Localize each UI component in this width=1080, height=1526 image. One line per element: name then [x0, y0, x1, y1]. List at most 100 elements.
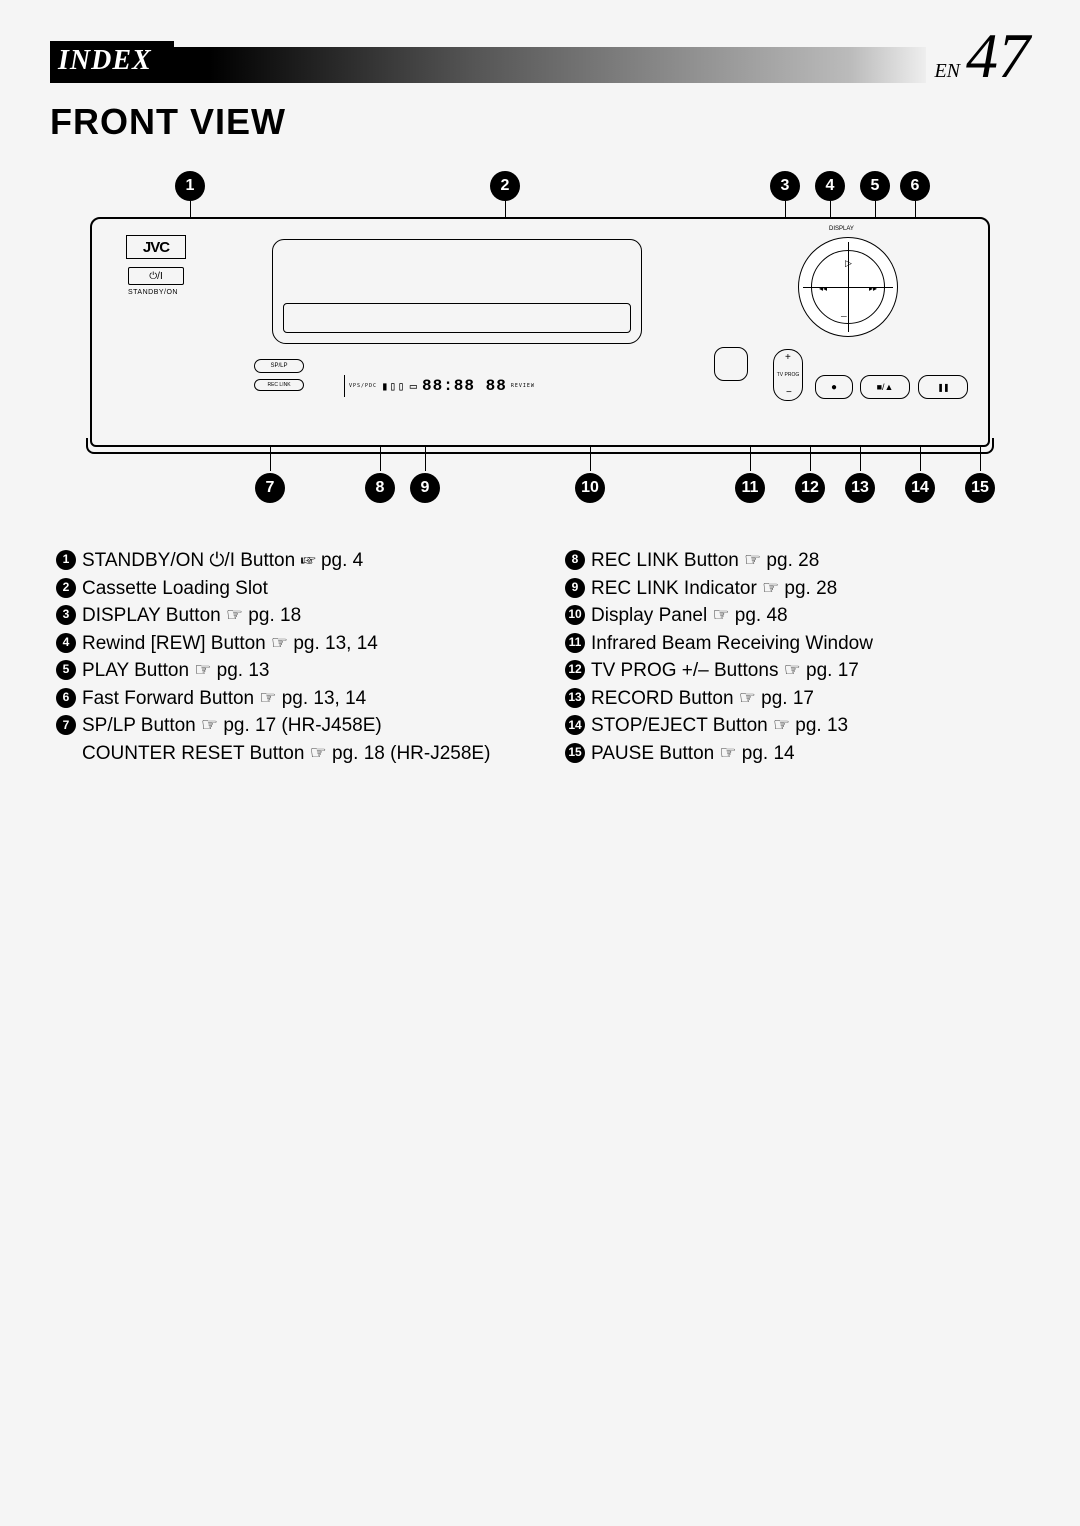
display-icon: ─: [841, 312, 847, 321]
legend-item: 5 PLAY Button ☞ pg. 13: [56, 657, 515, 685]
page-header: INDEX EN 47: [50, 30, 1030, 83]
callout-bubble: 11: [735, 473, 765, 503]
legend-item: COUNTER RESET Button ☞ pg. 18 (HR-J258E): [56, 740, 515, 768]
display-segments: 88:88 88: [422, 377, 507, 395]
pause-button: [918, 375, 968, 399]
display-label: DISPLAY: [829, 226, 854, 232]
callout-row-top: 1 2 3456: [90, 171, 990, 217]
callout-bubble: 12: [795, 473, 825, 503]
legend: 1 STANDBY/ON ⏻/I Button ☞ pg. 4 2 Cassette …: [50, 547, 1030, 767]
page-number: 47: [966, 30, 1030, 81]
callout-bubble: 3: [770, 171, 800, 201]
page-prefix: EN: [934, 60, 960, 83]
fast-forward-icon: ▸▸: [869, 284, 877, 293]
tv-prog-buttons: TV PROG: [773, 349, 803, 401]
splp-button: SP/LP: [254, 359, 304, 373]
legend-bubble: 7: [56, 715, 76, 735]
legend-bubble: 6: [56, 688, 76, 708]
tv-prog-label: TV PROG: [777, 372, 800, 378]
legend-bubble: 8: [565, 550, 585, 570]
jog-dial: ▷ ◂◂ ▸▸ ─ DISPLAY: [798, 237, 898, 337]
callout-leader: [860, 447, 861, 471]
callout-leader: [750, 447, 751, 471]
callout-bubble: 4: [815, 171, 845, 201]
legend-text: Fast Forward Button ☞ pg. 13, 14: [82, 685, 366, 713]
legend-item: 2 Cassette Loading Slot: [56, 575, 515, 603]
front-view-diagram: 123456 JVC ⏻/I STANDBY/ON ▷ ◂◂ ▸▸ ─ DISP…: [90, 171, 990, 507]
legend-text: STANDBY/ON ⏻/I Button ☞ pg. 4: [82, 547, 363, 575]
reclink-button: REC LINK: [254, 379, 304, 391]
legend-bubble: 3: [56, 605, 76, 625]
legend-bubble: 11: [565, 633, 585, 653]
legend-text: REC LINK Indicator ☞ pg. 28: [591, 575, 837, 603]
legend-item: 13 RECORD Button ☞ pg. 17: [565, 685, 1024, 713]
callout-bubble: 13: [845, 473, 875, 503]
legend-text: SP/LP Button ☞ pg. 17 (HR-J458E): [82, 712, 382, 740]
vcr-device: JVC ⏻/I STANDBY/ON ▷ ◂◂ ▸▸ ─ DISPLAY SP/…: [90, 217, 990, 447]
legend-text: TV PROG +/– Buttons ☞ pg. 17: [591, 657, 859, 685]
standby-on-label: STANDBY/ON: [128, 289, 178, 296]
legend-text: PLAY Button ☞ pg. 13: [82, 657, 269, 685]
callout-leader: [270, 447, 271, 471]
page-number-block: EN 47: [926, 30, 1030, 83]
callout-bubble: 9: [410, 473, 440, 503]
display-right-labels: REVIEW: [511, 384, 535, 389]
legend-text: Infrared Beam Receiving Window: [591, 630, 873, 658]
legend-item: 14 STOP/EJECT Button ☞ pg. 13: [565, 712, 1024, 740]
callout-leader: [380, 447, 381, 471]
callout-bubble: 5: [860, 171, 890, 201]
display-cassette-icon: ▭: [410, 379, 418, 393]
legend-item: 6 Fast Forward Button ☞ pg. 13, 14: [56, 685, 515, 713]
callout-bubble: 6: [900, 171, 930, 201]
legend-bubble: 4: [56, 633, 76, 653]
callout-bubble: 10: [575, 473, 605, 503]
callout-bubble: 2: [490, 171, 520, 201]
rewind-icon: ◂◂: [819, 284, 827, 293]
legend-column-left: 1 STANDBY/ON ⏻/I Button ☞ pg. 4 2 Cassette …: [56, 547, 515, 767]
callout-leader: [810, 447, 811, 471]
legend-text: STOP/EJECT Button ☞ pg. 13: [591, 712, 848, 740]
callout-leader: [920, 447, 921, 471]
record-button: [815, 375, 853, 399]
play-icon: ▷: [845, 258, 852, 269]
legend-item: 10Display Panel ☞ pg. 48: [565, 602, 1024, 630]
legend-text: DISPLAY Button ☞ pg. 18: [82, 602, 301, 630]
legend-item: 7 SP/LP Button ☞ pg. 17 (HR-J458E): [56, 712, 515, 740]
callout-bubble: 1: [175, 171, 205, 201]
stop-eject-button: [860, 375, 910, 399]
legend-item: 12 TV PROG +/– Buttons ☞ pg. 17: [565, 657, 1024, 685]
infrared-window: [714, 347, 748, 381]
legend-item: 1 STANDBY/ON ⏻/I Button ☞ pg. 4: [56, 547, 515, 575]
legend-text: RECORD Button ☞ pg. 17: [591, 685, 814, 713]
callout-leader: [980, 447, 981, 471]
callout-bubble: 7: [255, 473, 285, 503]
legend-text: REC LINK Button ☞ pg. 28: [591, 547, 819, 575]
legend-bubble: 14: [565, 715, 585, 735]
display-left-labels: VPS/PDC: [349, 384, 377, 389]
legend-bubble: 12: [565, 660, 585, 680]
legend-bubble: 1: [56, 550, 76, 570]
legend-text: Display Panel ☞ pg. 48: [591, 602, 788, 630]
legend-bubble: 9: [565, 578, 585, 598]
jog-divider-h: [803, 287, 893, 288]
legend-text: Rewind [REW] Button ☞ pg. 13, 14: [82, 630, 378, 658]
legend-bubble: 2: [56, 578, 76, 598]
callout-leader: [590, 447, 591, 471]
callout-bubble: 15: [965, 473, 995, 503]
brand-logo: JVC: [126, 235, 186, 259]
legend-column-right: 8 REC LINK Button ☞ pg. 28 9 REC LINK Indic…: [565, 547, 1024, 767]
legend-item: 11 Infrared Beam Receiving Window: [565, 630, 1024, 658]
legend-text: Cassette Loading Slot: [82, 575, 268, 603]
callout-row-bottom: 789101112131415: [90, 453, 990, 507]
legend-text: COUNTER RESET Button ☞ pg. 18 (HR-J258E): [82, 740, 490, 768]
legend-item: 15PAUSE Button ☞ pg. 14: [565, 740, 1024, 768]
legend-bubble: 13: [565, 688, 585, 708]
display-panel: VPS/PDC ▮▯▯ ▭ 88:88 88 REVIEW: [344, 375, 594, 397]
legend-bubble: 5: [56, 660, 76, 680]
section-title: FRONT VIEW: [50, 101, 1030, 143]
standby-on-button: ⏻/I: [128, 267, 184, 285]
callout-leader: [425, 447, 426, 471]
cassette-slot: [272, 239, 642, 344]
display-bars-icon: ▮▯▯: [381, 379, 406, 393]
legend-item: 8 REC LINK Button ☞ pg. 28: [565, 547, 1024, 575]
